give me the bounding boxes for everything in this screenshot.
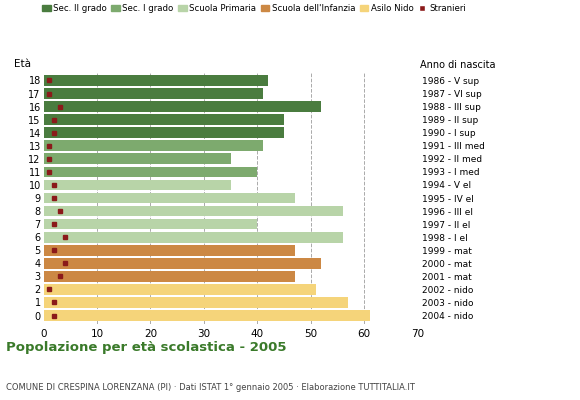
Bar [44, 284, 316, 295]
Text: Età: Età [13, 60, 31, 70]
Text: COMUNE DI CRESPINA LORENZANA (PI) · Dati ISTAT 1° gennaio 2005 · Elaborazione TU: COMUNE DI CRESPINA LORENZANA (PI) · Dati… [6, 383, 415, 392]
Bar [44, 101, 321, 112]
Bar [44, 297, 348, 308]
Bar [44, 219, 258, 230]
Text: Popolazione per età scolastica - 2005: Popolazione per età scolastica - 2005 [6, 341, 287, 354]
Bar [44, 193, 295, 203]
Bar [44, 166, 258, 177]
Text: Anno di nascita: Anno di nascita [420, 60, 496, 70]
Bar [44, 127, 284, 138]
Bar [44, 206, 343, 216]
Bar [44, 271, 295, 282]
Bar [44, 245, 295, 256]
Bar [44, 232, 343, 242]
Bar [44, 88, 263, 99]
Bar [44, 114, 284, 125]
Bar [44, 180, 230, 190]
Bar [44, 310, 369, 321]
Legend: Sec. II grado, Sec. I grado, Scuola Primaria, Scuola dell'Infanzia, Asilo Nido, : Sec. II grado, Sec. I grado, Scuola Prim… [42, 4, 466, 13]
Bar [44, 75, 268, 86]
Bar [44, 154, 230, 164]
Bar [44, 140, 263, 151]
Bar [44, 258, 321, 269]
